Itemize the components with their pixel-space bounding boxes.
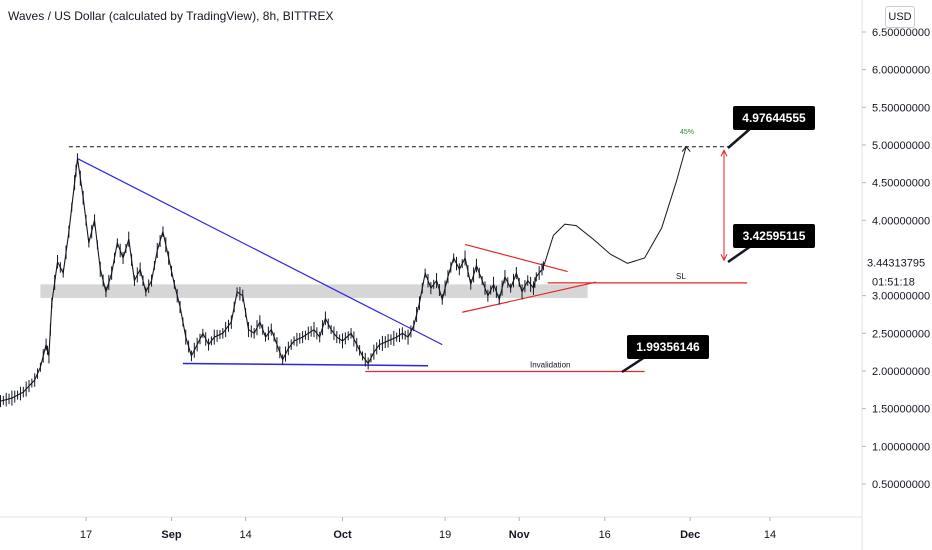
price-series-layer: [0, 153, 546, 408]
target-percent-label: 45%: [680, 129, 694, 136]
chart-title: Waves / US Dollar (calculated by Trading…: [8, 9, 334, 23]
stop-loss-label: SL: [676, 272, 686, 281]
price-tick-label: 3.00000000: [872, 291, 930, 303]
time-tick-label: Sep: [161, 529, 181, 541]
price-tick-label: 6.50000000: [872, 27, 930, 39]
price-tick-label: 5.50000000: [872, 102, 930, 114]
horizontal-support-line: [182, 362, 429, 367]
invalidation-callout-pointer: [621, 355, 646, 374]
target-callout-pointer: [727, 127, 752, 149]
support-zone-layer: [40, 284, 588, 298]
price-tick-label: 4.00000000: [872, 215, 930, 227]
price-tick-label: 2.50000000: [872, 328, 930, 340]
price-tick-label: 1.00000000: [872, 441, 930, 453]
bar-countdown-label: 01:51:18: [872, 277, 915, 289]
invalidation-callout-value: 1.99356146: [636, 340, 700, 354]
time-tick-label: 16: [599, 529, 611, 541]
triangle-lower-line: [462, 281, 597, 313]
price-tick-label: 1.50000000: [872, 404, 930, 416]
measure-arrow-head-top: [720, 149, 728, 157]
price-tick-label: 5.00000000: [872, 140, 930, 152]
price-tick-label: 6.00000000: [872, 65, 930, 77]
move-callout-box: [733, 224, 815, 248]
measure-arrow-head-bottom: [720, 254, 728, 262]
time-axis[interactable]: 17 Sep 14 Oct 19 Nov 16 Dec 14: [80, 517, 776, 541]
price-tick-label: 0.50000000: [872, 479, 930, 491]
move-callout-value: 3.42595115: [743, 229, 806, 243]
triangle-upper-line: [464, 243, 568, 273]
price-tick-label: 2.00000000: [872, 366, 930, 378]
time-tick-label: Dec: [680, 529, 700, 541]
time-tick-label: 19: [439, 529, 451, 541]
price-axis[interactable]: 6.50000000 6.00000000 5.50000000 5.00000000…: [862, 27, 930, 491]
descending-trendline: [77, 158, 443, 346]
target-callout-value: 4.97644555: [742, 111, 806, 125]
drawing-layer: [68, 145, 748, 373]
support-zone: [40, 284, 588, 298]
current-price-label: 3.44313795: [867, 258, 925, 270]
time-tick-label: 17: [80, 529, 92, 541]
time-tick-label: 14: [239, 529, 251, 541]
annotation-layer: 45% SL Invalidation 4.97644555 3.42595115 1.9…: [530, 106, 815, 374]
time-tick-label: Oct: [333, 529, 352, 541]
time-tick-label: 14: [764, 529, 776, 541]
projection-curve: [544, 146, 687, 264]
invalidation-label: Invalidation: [530, 360, 570, 369]
currency-button[interactable]: USD: [885, 6, 915, 28]
price-line: [0, 158, 546, 402]
invalidation-callout-box: [627, 335, 709, 359]
move-callout-pointer: [727, 244, 752, 264]
price-tick-label: 4.50000000: [872, 178, 930, 190]
target-callout-box: [733, 106, 815, 130]
time-tick-label: Nov: [509, 529, 531, 541]
